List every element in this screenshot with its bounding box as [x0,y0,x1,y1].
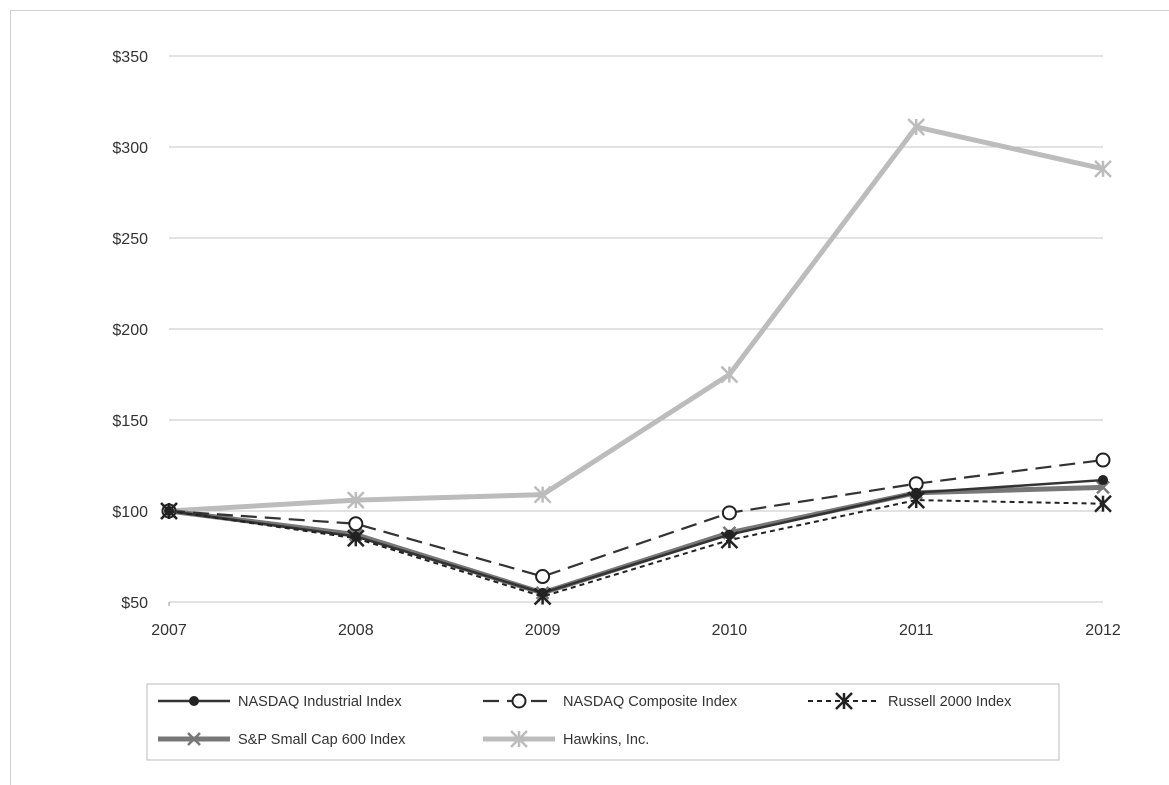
x-tick-label: 2009 [525,622,561,639]
series-line [168,478,1104,595]
gridlines [168,55,1103,606]
y-tick-label: $250 [112,231,148,248]
series-3 [162,480,1110,600]
marker-circle [721,505,737,521]
legend-label: S&P Small Cap 600 Index [238,732,406,748]
marker-circle [348,516,364,532]
x-tick-label: 2010 [712,622,748,639]
marker-cross [187,732,201,746]
marker-dot [1098,475,1108,486]
x-tick-label: 2011 [899,622,934,639]
y-tick-label: $350 [112,49,148,66]
series-line [168,499,1104,598]
series-4 [160,118,1112,520]
legend: NASDAQ Industrial Index NASDAQ Composite … [146,683,1060,761]
marker-circle [511,693,527,709]
y-tick-label: $50 [121,595,148,612]
x-tick-label: 2012 [1085,622,1121,639]
legend-label: Hawkins, Inc. [563,732,649,748]
y-axis-ticks: $50 $100 $150 $200 $250 $300 $350 [112,49,148,612]
x-tick-label: 2007 [151,622,187,639]
legend-box [146,683,1060,761]
legend-item: NASDAQ Composite Index [483,693,738,710]
legend-item: Hawkins, Inc. [483,730,649,748]
legend-label: NASDAQ Industrial Index [238,694,402,710]
marker-circle [1095,452,1111,468]
y-tick-label: $200 [112,322,148,339]
x-axis-ticks: 2007 2008 2009 2010 2011 2012 [151,622,1121,639]
legend-label: Russell 2000 Index [888,694,1012,710]
marker-cross [1096,480,1110,495]
series-line [168,458,1104,578]
chart-frame [10,10,1169,785]
series-lines [160,118,1112,606]
series-line [168,124,1104,514]
legend-item: Russell 2000 Index [808,692,1012,710]
legend-item: NASDAQ Industrial Index [158,694,402,710]
marker-circle [535,569,551,585]
legend-item: S&P Small Cap 600 Index [158,732,406,748]
series-2 [160,491,1112,606]
y-tick-label: $300 [112,140,148,157]
legend-label: NASDAQ Composite Index [563,694,738,710]
marker-dot [189,696,199,706]
x-tick-label: 2008 [338,622,374,639]
y-tick-label: $150 [112,413,148,430]
y-tick-label: $100 [112,504,148,521]
